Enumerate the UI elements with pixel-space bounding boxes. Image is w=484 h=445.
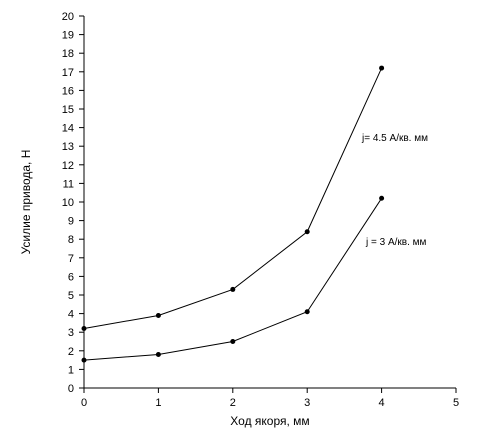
x-tick-label: 0 — [81, 397, 87, 409]
y-tick-label: 19 — [62, 30, 74, 42]
y-tick-label: 14 — [62, 123, 74, 135]
series-point-0 — [155, 312, 161, 318]
series-point-0 — [304, 229, 310, 235]
y-tick-label: 0 — [68, 383, 74, 395]
y-tick-label: 9 — [68, 216, 74, 228]
axes — [83, 16, 456, 389]
y-tick-label: 12 — [62, 160, 74, 172]
y-tick-label: 16 — [62, 85, 74, 97]
series-point-0 — [81, 325, 87, 331]
x-axis-title: Ход якоря, мм — [230, 414, 309, 428]
series-point-0 — [379, 65, 385, 71]
y-axis-title: Усилие привода, Н — [19, 150, 33, 255]
x-tick-label: 1 — [155, 397, 161, 409]
x-tick-label: 4 — [379, 397, 385, 409]
series-point-1 — [81, 357, 87, 363]
y-tick-label: 5 — [68, 290, 74, 302]
series-label-4-5: j= 4.5 А/кв. мм — [361, 133, 428, 144]
series-point-1 — [304, 309, 310, 315]
y-tick-label: 15 — [62, 104, 74, 116]
series-line-1 — [83, 198, 383, 361]
y-tick-label: 13 — [62, 141, 74, 153]
series-point-1 — [155, 352, 161, 358]
y-tick-label: 11 — [63, 178, 74, 190]
x-tick-label: 5 — [453, 397, 459, 409]
y-tick-label: 1 — [68, 364, 74, 376]
series-group — [81, 65, 385, 363]
series-point-1 — [230, 339, 236, 344]
y-tick-label: 20 — [62, 11, 74, 23]
x-tick-label: 3 — [304, 397, 310, 409]
x-tick-label: 2 — [230, 397, 236, 409]
x-ticks: 0 1 2 3 4 5 — [81, 388, 459, 409]
y-tick-label: 6 — [68, 271, 74, 283]
y-tick-label: 18 — [62, 48, 74, 60]
y-tick-label: 10 — [62, 197, 74, 209]
series-label-3: j = 3 А/кв. мм — [365, 237, 427, 248]
series-point-0 — [230, 286, 236, 292]
y-tick-label: 2 — [68, 346, 74, 358]
series-point-1 — [379, 195, 385, 201]
y-tick-label: 8 — [68, 234, 74, 246]
y-tick-label: 7 — [68, 253, 74, 265]
y-tick-label: 17 — [62, 67, 74, 79]
y-tick-label: 3 — [68, 327, 74, 339]
y-tick-label: 4 — [68, 309, 74, 321]
